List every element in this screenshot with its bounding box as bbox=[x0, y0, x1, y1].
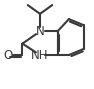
Text: N: N bbox=[36, 25, 44, 38]
Text: O: O bbox=[4, 49, 13, 61]
Text: NH: NH bbox=[31, 49, 49, 61]
